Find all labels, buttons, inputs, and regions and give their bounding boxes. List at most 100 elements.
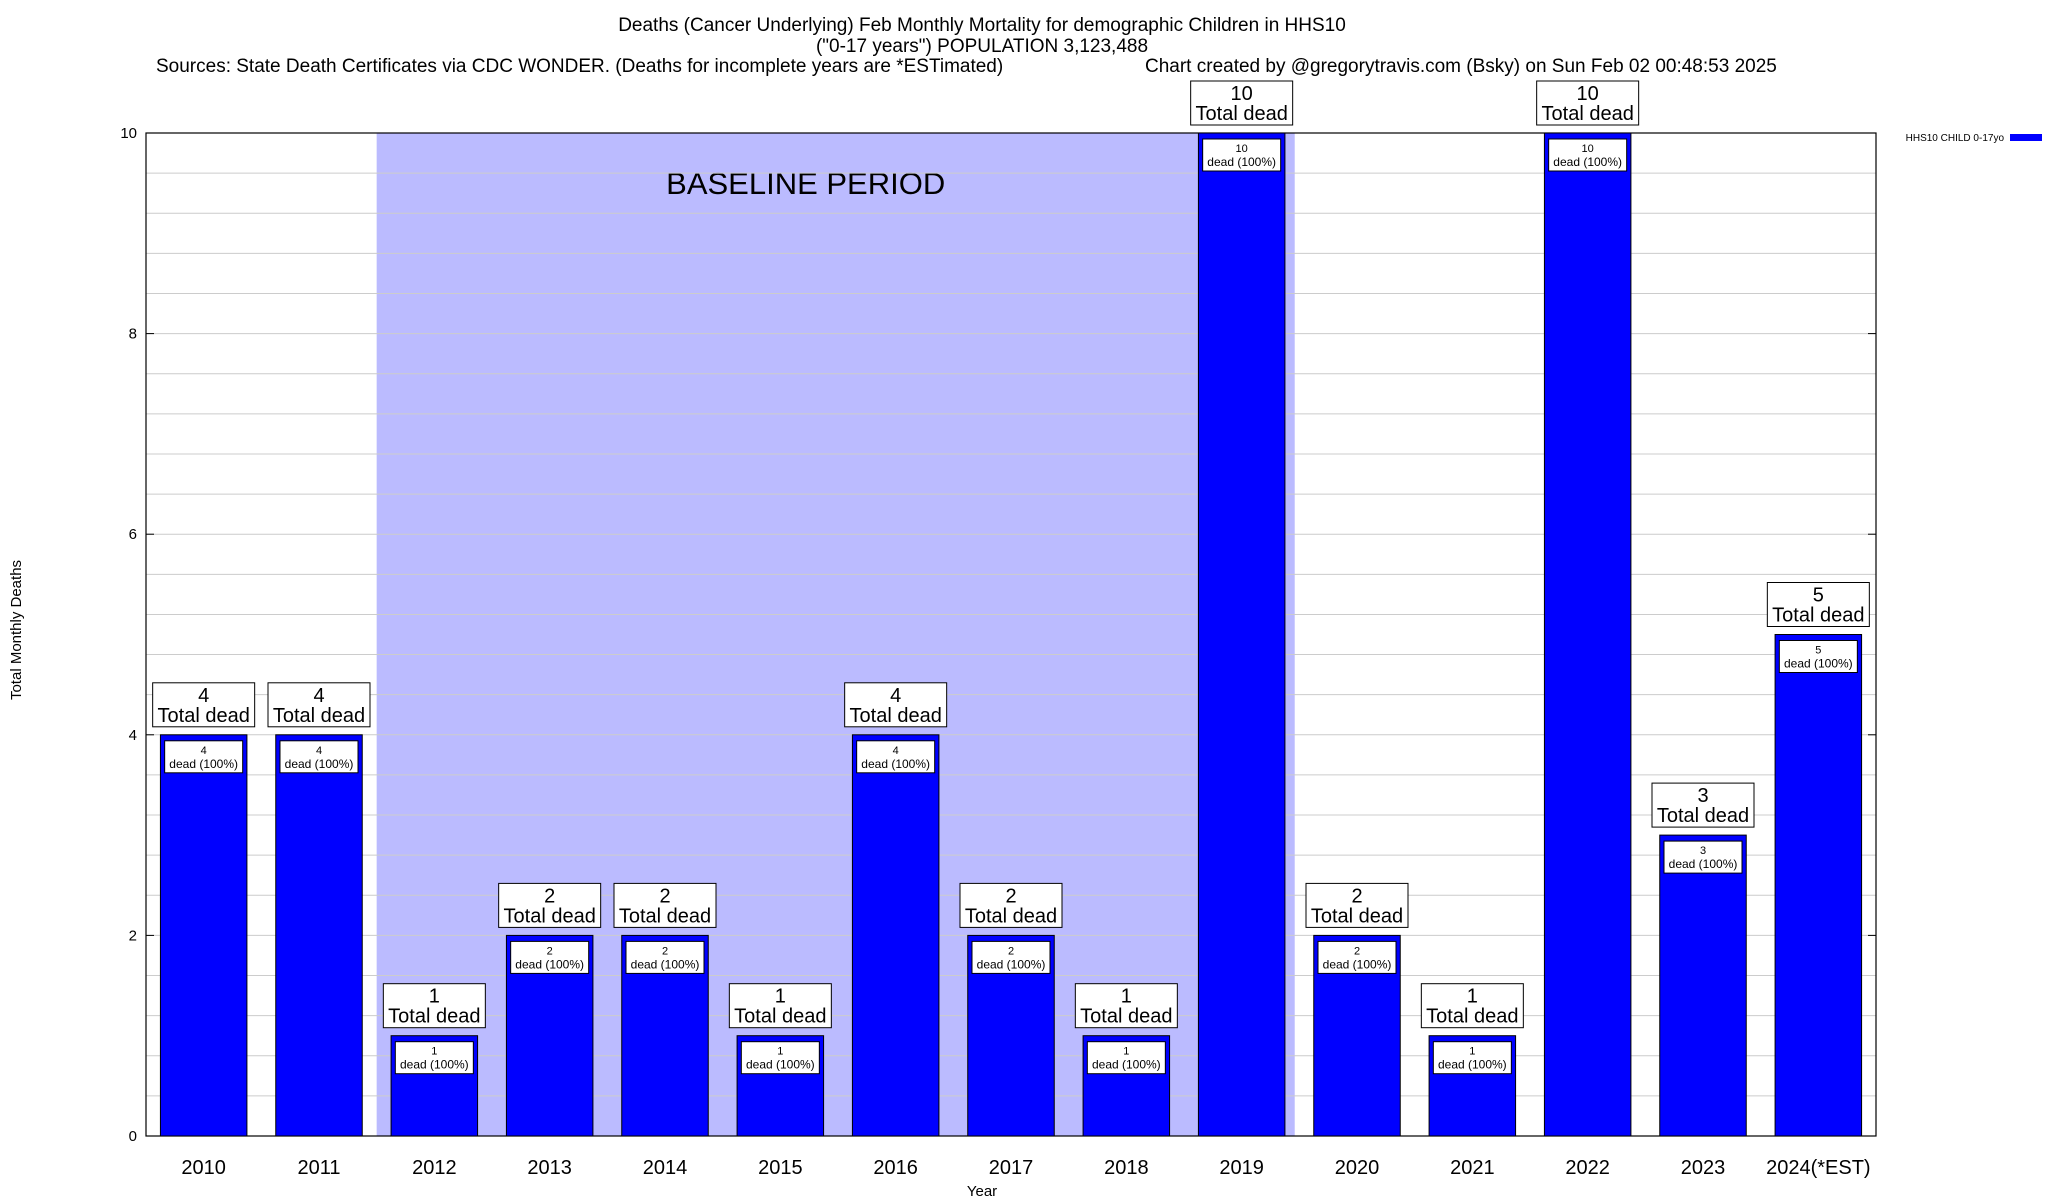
bar-inner-label: dead (100%)	[1207, 155, 1276, 169]
bar-total-value: 4	[198, 685, 209, 707]
bar-total-label: Total dead	[734, 1006, 826, 1028]
bar-inner-value: 2	[1354, 945, 1360, 957]
y-tick-label: 2	[129, 927, 137, 944]
bar-inner-label-box	[164, 740, 244, 774]
x-tick-label: 2017	[989, 1157, 1034, 1179]
bar-total-value: 1	[1467, 986, 1478, 1008]
bar-inner-label: dead (100%)	[1323, 957, 1392, 971]
bar-total-label: Total dead	[1311, 905, 1403, 927]
bar-total-value: 2	[659, 885, 670, 907]
chart-credit: Chart created by @gregorytravis.com (Bsk…	[1145, 56, 1777, 77]
bar-total-label-box	[152, 682, 256, 728]
bar-inner-value: 4	[893, 745, 899, 757]
bar-total-value: 4	[890, 685, 901, 707]
bar-inner-label: dead (100%)	[1438, 1058, 1507, 1072]
legend-label: HHS10 CHILD 0-17yo	[1906, 133, 2005, 144]
bar-inner-label: dead (100%)	[1669, 857, 1738, 871]
bar-inner-label: dead (100%)	[285, 757, 354, 771]
bar-total-label-box	[844, 682, 948, 728]
bar-inner-label-box	[625, 940, 705, 974]
bar-total-label: Total dead	[965, 905, 1057, 927]
bar-total-value: 10	[1577, 83, 1599, 105]
x-tick-label: 2018	[1104, 1157, 1149, 1179]
bar-total-value: 3	[1697, 785, 1708, 807]
bar-inner-value: 1	[1469, 1046, 1475, 1058]
bar-inner-label: dead (100%)	[977, 957, 1046, 971]
bar-inner-label: dead (100%)	[1784, 657, 1853, 671]
bar-total-value: 1	[1121, 986, 1132, 1008]
bar-inner-value: 2	[547, 945, 553, 957]
bar-total-label-box	[1536, 80, 1640, 126]
bar-inner-label-box	[740, 1041, 820, 1075]
bar-inner-label: dead (100%)	[515, 957, 584, 971]
bar	[275, 734, 363, 1137]
bar-inner-value: 3	[1700, 845, 1706, 857]
bar-total-label: Total dead	[1426, 1006, 1518, 1028]
bar-total-value: 1	[429, 986, 440, 1008]
chart-title-line1: Deaths (Cancer Underlying) Feb Monthly M…	[618, 15, 1346, 36]
legend: HHS10 CHILD 0-17yo	[1906, 133, 2042, 144]
bar-inner-label-box	[1663, 840, 1743, 874]
x-tick-label: 2021	[1450, 1157, 1495, 1179]
x-tick-label: 2022	[1565, 1157, 1610, 1179]
bar-total-value: 2	[544, 885, 555, 907]
x-tick-label: 2013	[527, 1157, 572, 1179]
bar-total-label-box	[1074, 983, 1178, 1029]
y-tick-label: 4	[129, 727, 137, 744]
bar-total-label: Total dead	[388, 1006, 480, 1028]
bar-inner-value: 4	[316, 745, 322, 757]
bar-inner-label: dead (100%)	[631, 957, 700, 971]
bar	[851, 734, 940, 1137]
bar-total-label-box	[1305, 882, 1409, 928]
bar-total-label: Total dead	[1080, 1006, 1172, 1028]
x-tick-label: 2015	[758, 1157, 803, 1179]
bar-total-value: 2	[1005, 885, 1016, 907]
x-tick-label: 2011	[297, 1157, 340, 1179]
bar-total-value: 10	[1231, 83, 1253, 105]
bar-inner-label-box	[394, 1041, 474, 1075]
bar-total-value: 4	[313, 685, 324, 707]
bar-inner-value: 2	[662, 945, 668, 957]
bar-total-label-box	[1420, 983, 1524, 1029]
bar-total-value: 2	[1351, 885, 1362, 907]
bar-inner-label-box	[1432, 1041, 1512, 1075]
baseline-label: BASELINE PERIOD	[666, 166, 945, 201]
bar-total-label: Total dead	[273, 705, 365, 727]
x-tick-label: 2014	[643, 1157, 688, 1179]
chart-title-line2: ("0-17 years") POPULATION 3,123,488	[816, 36, 1148, 57]
x-tick-label: 2010	[181, 1157, 226, 1179]
x-axis-label: Year	[967, 1183, 997, 1200]
bar-inner-value: 4	[201, 745, 207, 757]
bar-inner-label-box	[856, 740, 936, 774]
x-tick-label: 2016	[873, 1157, 918, 1179]
bar-inner-label: dead (100%)	[400, 1058, 469, 1072]
bar-inner-label-box	[279, 740, 359, 774]
x-tick-label: 2020	[1335, 1157, 1380, 1179]
bar-inner-label-box	[1317, 940, 1397, 974]
bar-inner-label: dead (100%)	[746, 1058, 815, 1072]
bar-inner-label-box	[1202, 138, 1282, 172]
bar-total-label-box	[959, 882, 1063, 928]
x-tick-label: 2012	[412, 1157, 457, 1179]
legend-swatch	[2010, 134, 2042, 141]
bar-total-label-box	[498, 882, 602, 928]
bar-inner-value: 10	[1236, 143, 1248, 155]
bar	[1543, 132, 1632, 1137]
y-tick-label: 10	[120, 125, 137, 142]
bar-total-label: Total dead	[850, 705, 942, 727]
x-tick-label: 2023	[1681, 1157, 1726, 1179]
bar-inner-label: dead (100%)	[1092, 1058, 1161, 1072]
bar-total-label-box	[382, 983, 486, 1029]
bar-total-label-box	[1651, 782, 1755, 828]
bar	[1197, 132, 1286, 1137]
bar-inner-value: 5	[1815, 645, 1821, 657]
bar-inner-value: 1	[777, 1046, 783, 1058]
bar-inner-value: 2	[1008, 945, 1014, 957]
bar-total-label: Total dead	[619, 905, 711, 927]
bar-total-value: 5	[1813, 585, 1824, 607]
bar	[1659, 834, 1747, 1137]
bar-total-label: Total dead	[1657, 805, 1749, 827]
bar-inner-label-box	[971, 940, 1051, 974]
